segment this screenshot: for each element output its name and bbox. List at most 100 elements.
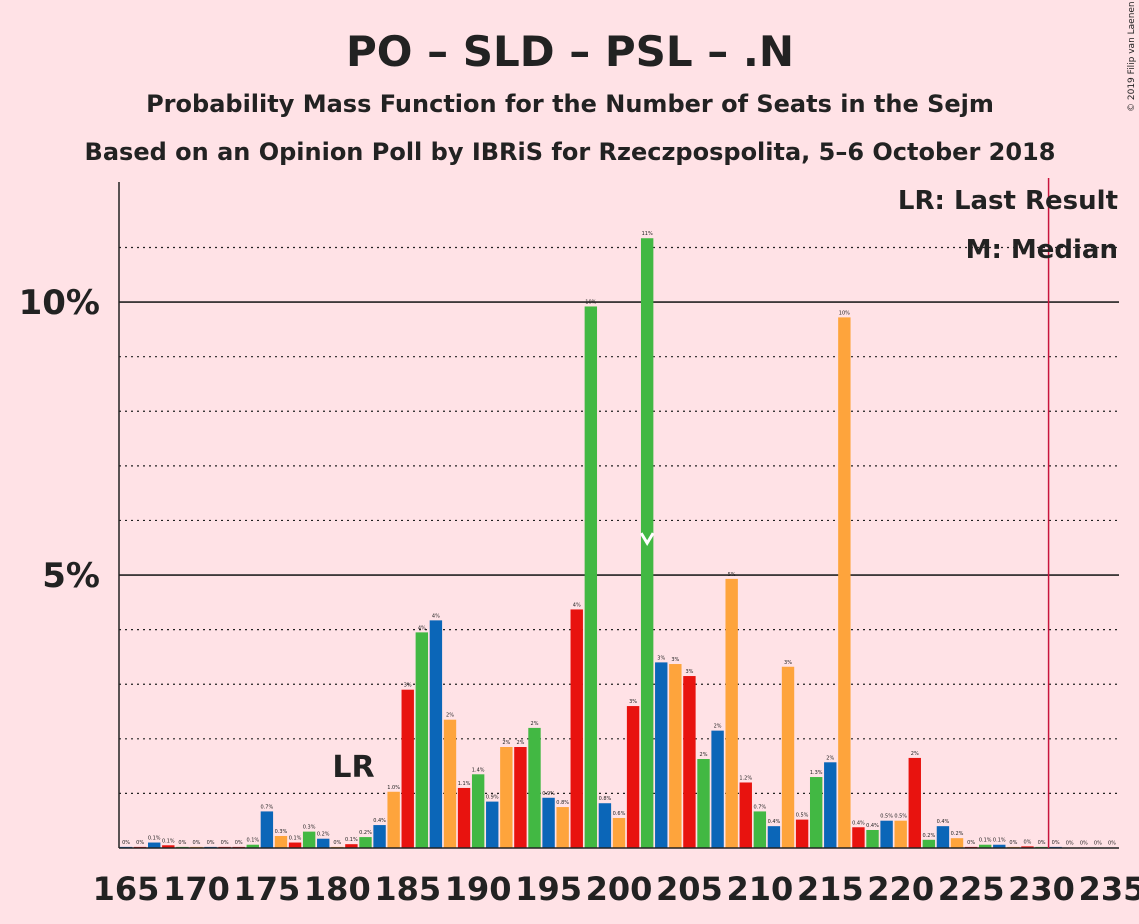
x-tick-label: 170 xyxy=(163,870,230,908)
bar-value-label: 3% xyxy=(657,655,665,661)
bar-value-label: 2% xyxy=(700,752,708,758)
x-tick-label: 175 xyxy=(233,870,300,908)
bar-seat-207 xyxy=(711,730,724,848)
legend-last-result: LR: Last Result xyxy=(898,186,1118,216)
bar-value-label: 0.2% xyxy=(951,831,964,837)
bar-seat-189 xyxy=(457,787,471,848)
bar-value-label: 0.3% xyxy=(275,829,288,835)
bar-seat-209 xyxy=(739,782,752,848)
bar-seat-191 xyxy=(486,801,499,848)
bar-value-label: 0.8% xyxy=(556,800,569,806)
bar-value-label: 0% xyxy=(1038,840,1046,846)
bar-value-label: 2% xyxy=(826,755,834,761)
bar-seat-181 xyxy=(345,844,358,848)
bar-seat-218 xyxy=(866,829,879,848)
bar-seat-224 xyxy=(950,838,964,848)
x-tick-label: 190 xyxy=(445,870,512,908)
bar-value-label: 0.8% xyxy=(599,796,612,802)
bar-seat-190 xyxy=(471,774,485,848)
chart-title: PO – SLD – PSL – .N xyxy=(346,27,794,76)
x-tick-labels: 165 170 175 180 185 190 195 200 205 210 215 220 225 2… xyxy=(93,870,1139,908)
bar-seat-220 xyxy=(894,820,907,848)
bar-value-label: 3% xyxy=(404,683,412,689)
bar-value-label: 0.2% xyxy=(359,830,372,836)
bar-seat-182 xyxy=(359,837,372,848)
bar-value-label: 4% xyxy=(432,613,440,619)
bar-value-label: 2% xyxy=(911,751,919,757)
bar-seat-186 xyxy=(415,632,429,848)
bar-value-label: 0.4% xyxy=(937,819,950,825)
bar-value-label: 0.4% xyxy=(768,819,781,825)
bar-value-label: 5% xyxy=(728,572,736,578)
bar-value-label: 1.4% xyxy=(472,767,485,773)
bar-value-label: 0% xyxy=(1009,840,1017,846)
bar-value-label: 0.7% xyxy=(261,804,274,810)
bar-seat-198 xyxy=(584,306,598,848)
bar-value-label: 0% xyxy=(136,840,144,846)
bar-seat-215 xyxy=(824,762,837,848)
bar-seat-222 xyxy=(922,839,936,848)
bar-value-label: 0% xyxy=(967,840,975,846)
bar-seat-200 xyxy=(612,817,626,848)
bar-value-label: 0.1% xyxy=(162,838,175,844)
bar-seat-176 xyxy=(274,835,288,848)
bar-seat-183 xyxy=(373,825,386,848)
bar-seat-217 xyxy=(852,827,865,848)
bar-seat-194 xyxy=(528,727,541,848)
bar-value-label: 0% xyxy=(178,840,186,846)
bar-value-label: 4% xyxy=(573,602,581,608)
chart-subtitle: Probability Mass Function for the Number… xyxy=(146,90,994,118)
bar-value-label: 0% xyxy=(1080,840,1088,846)
bar-value-label: 0% xyxy=(1094,840,1102,846)
bar-value-label: 0.2% xyxy=(317,832,330,838)
bar-value-label: 0.9% xyxy=(542,791,555,797)
bar-value-label: 3% xyxy=(784,660,792,666)
bar-seat-204 xyxy=(669,664,682,848)
x-tick-label: 235 xyxy=(1079,870,1139,908)
bar-value-label: 3% xyxy=(685,669,693,675)
bar-value-label: 0.1% xyxy=(289,836,302,842)
y-tick-labels: 5% 10% xyxy=(19,283,100,596)
bar-value-label: 0% xyxy=(333,840,341,846)
bar-value-label: 10% xyxy=(839,310,850,316)
bar-value-label: 0% xyxy=(122,840,130,846)
bar-value-label: 0.4% xyxy=(373,818,386,824)
bar-value-label: 2% xyxy=(714,724,722,730)
bar-seat-206 xyxy=(697,759,710,848)
bar-seat-188 xyxy=(443,719,457,848)
chart-subtitle-poll: Based on an Opinion Poll by IBRiS for Rz… xyxy=(85,138,1056,166)
gridlines xyxy=(119,246,1119,795)
bar-value-label: 0.1% xyxy=(979,838,992,844)
bar-value-label: 0.1% xyxy=(345,837,358,843)
bar-seat-214 xyxy=(809,777,823,848)
bar-seat-174 xyxy=(246,844,259,848)
bar-seat-197 xyxy=(570,609,583,848)
bar-value-label: 0.1% xyxy=(246,838,259,844)
bar-seat-203 xyxy=(655,662,668,848)
bar-value-label: 2% xyxy=(446,713,454,719)
legend-median: M: Median xyxy=(966,235,1118,265)
bar-value-label: 0.9% xyxy=(486,795,499,801)
x-tick-label: 210 xyxy=(726,870,793,908)
bar-seat-177 xyxy=(288,842,302,848)
bar-seat-187 xyxy=(429,620,443,848)
bar-value-label: 0.5% xyxy=(796,813,809,819)
bar-value-label: 0% xyxy=(192,840,200,846)
bar-value-label: 2% xyxy=(531,721,539,727)
x-tick-label: 165 xyxy=(93,870,160,908)
median-marker xyxy=(639,532,655,547)
bar-seat-167 xyxy=(148,842,161,848)
bar-seat-185 xyxy=(401,689,414,848)
bar-value-label: 0.5% xyxy=(894,814,907,820)
bar-seat-179 xyxy=(317,838,330,848)
bar-seat-193 xyxy=(514,747,527,848)
bar-value-label: 1.0% xyxy=(387,785,400,791)
bar-value-label: 0.5% xyxy=(880,814,893,820)
bar-value-label: 4% xyxy=(418,625,426,631)
bar-value-label: 2% xyxy=(516,740,524,746)
bar-seat-201 xyxy=(626,706,640,848)
bar-value-label: 1.1% xyxy=(458,781,471,787)
x-tick-label: 215 xyxy=(797,870,864,908)
bar-seat-199 xyxy=(598,803,612,848)
